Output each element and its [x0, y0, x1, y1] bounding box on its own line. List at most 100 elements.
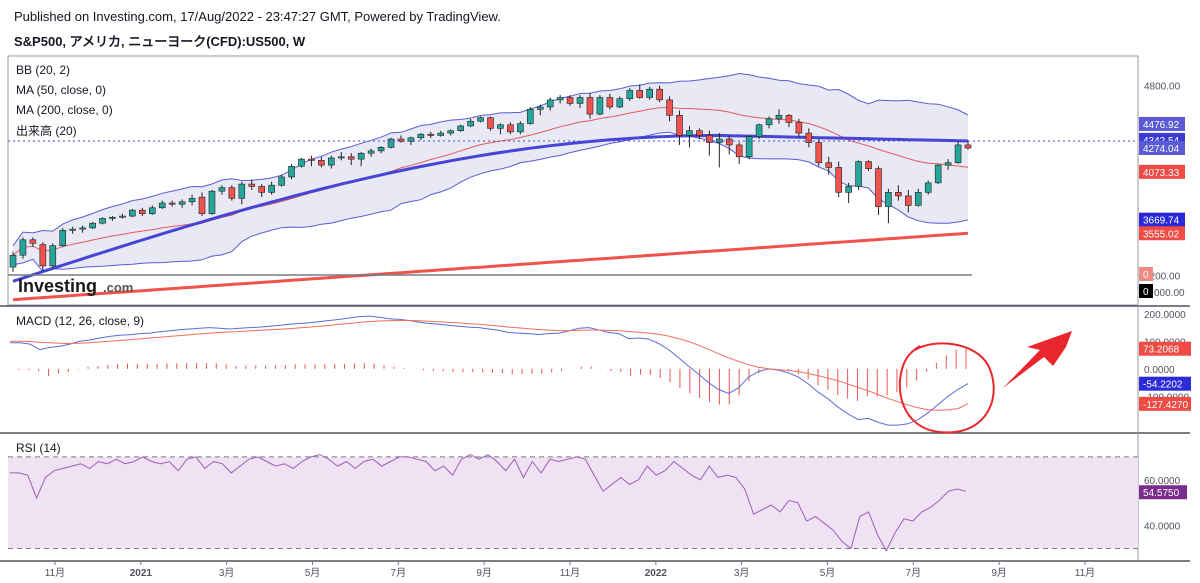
candle-body	[497, 124, 504, 129]
rsi-band-fill	[8, 456, 1138, 549]
candle-body	[109, 216, 116, 219]
time-tick-label: 3月	[734, 567, 750, 579]
price-tag	[1139, 164, 1185, 179]
time-tick-label: 9月	[476, 567, 492, 579]
candle-body	[845, 186, 852, 193]
price-tag-label: 4274.04	[1143, 144, 1180, 155]
time-axis: 11月 2021 3月 5月 7月 9月 11月 2022 3月 5月 7月 9月 11月	[45, 561, 1095, 579]
bollinger-bands	[12, 72, 969, 273]
candle-body	[9, 254, 17, 268]
candle-body	[646, 88, 653, 98]
candle-body	[914, 192, 922, 206]
legend-macd[interactable]: MACD (12, 26, close, 9)	[16, 314, 144, 328]
candle-body	[666, 99, 673, 116]
candle-body	[596, 97, 604, 115]
symbol-title: S&P500, アメリカ, ニューヨーク(CFD):US500, W	[14, 34, 306, 49]
candle-body	[318, 160, 325, 166]
candle-body	[168, 202, 176, 205]
macd-tick-label: 200.0000	[1144, 310, 1186, 321]
candle-body	[278, 176, 285, 186]
candle-body	[905, 195, 912, 206]
logo-suffix: .com	[103, 280, 133, 295]
rsi-value-label: 54.5750	[1143, 488, 1180, 499]
price-tag-label: 3669.74	[1143, 216, 1180, 227]
candle-body	[606, 97, 614, 108]
ma200-line	[12, 231, 969, 302]
candle-body	[656, 88, 663, 101]
candle-body	[337, 156, 345, 159]
candle-body	[308, 158, 315, 161]
candle-body	[387, 138, 395, 148]
macd-value-tag	[1139, 396, 1191, 411]
candle-body	[298, 158, 305, 167]
annotation-arrow	[1003, 331, 1072, 388]
candle-body	[258, 186, 265, 193]
legend-volume[interactable]: 出来高 (20)	[16, 123, 77, 138]
price-tag	[1139, 141, 1185, 156]
price-tick-label: 4800.00	[1144, 82, 1181, 93]
candle-body	[696, 130, 703, 136]
macd-histogram	[18, 348, 967, 405]
candle-body	[477, 117, 484, 122]
candle-body	[566, 97, 574, 104]
candle-body	[268, 184, 275, 193]
bb-upper-line	[12, 72, 969, 246]
candle-body	[815, 142, 823, 164]
macd-value-label: -127.4270	[1143, 400, 1188, 411]
candle-body	[347, 156, 355, 160]
candle-body	[377, 147, 385, 152]
annotation	[898, 331, 1072, 434]
candle-body	[706, 135, 713, 143]
time-tick-label: 11月	[560, 567, 580, 579]
candle-body	[228, 187, 236, 199]
price-tag-label: 4476.92	[1143, 120, 1180, 131]
time-tick-label: 2021	[130, 568, 153, 579]
price-axis: 3200.004800.004476.924342.544274.044073.…	[1139, 82, 1185, 299]
time-tick-label: 7月	[391, 567, 407, 579]
time-tick-label: 2022	[645, 568, 668, 579]
candle-body	[636, 90, 644, 98]
rsi-tick-label: 60.0000	[1144, 476, 1181, 487]
candle-body	[89, 222, 96, 229]
candle-body	[865, 161, 872, 169]
candle-body	[248, 183, 256, 187]
candle-body	[139, 209, 146, 214]
price-tag	[1139, 226, 1185, 241]
price-tick-label: 3200.00	[1144, 271, 1181, 282]
legend-bb[interactable]: BB (20, 2)	[16, 63, 70, 77]
candle-body	[755, 124, 763, 137]
candle-body	[765, 118, 773, 126]
candle-body	[218, 187, 226, 192]
macd-lines	[10, 315, 969, 426]
time-tick-label: 11月	[45, 567, 65, 579]
legend-rsi[interactable]: RSI (14)	[16, 441, 61, 455]
legend-ma50[interactable]: MA (50, close, 0)	[16, 83, 106, 97]
bb-basis-line	[12, 106, 969, 256]
candle-body	[795, 122, 803, 134]
candle-body	[367, 150, 375, 154]
candle-body	[735, 144, 743, 158]
volume-tag-label: 0	[1143, 270, 1149, 281]
candle-body	[934, 164, 942, 184]
signal-line	[10, 320, 969, 411]
candle-body	[924, 182, 932, 193]
macd-value-label: 73.2068	[1143, 345, 1180, 356]
candle-body	[198, 196, 206, 215]
candle-body	[586, 97, 594, 115]
legend-ma200[interactable]: MA (200, close, 0)	[16, 103, 113, 117]
macd-line	[10, 315, 969, 426]
candle-body	[99, 218, 106, 224]
rsi-path	[10, 454, 967, 552]
price-tick-label: 000.00	[1154, 288, 1185, 299]
candle-body	[895, 192, 902, 197]
rsi-pane	[8, 454, 1138, 552]
candle-body	[397, 138, 405, 142]
candle-body	[427, 133, 435, 136]
candle-body	[885, 192, 892, 207]
candle-body	[964, 144, 972, 149]
candle-body	[855, 161, 862, 187]
candle-body	[487, 117, 494, 129]
candle-body	[288, 165, 295, 178]
candle-body	[79, 227, 86, 230]
